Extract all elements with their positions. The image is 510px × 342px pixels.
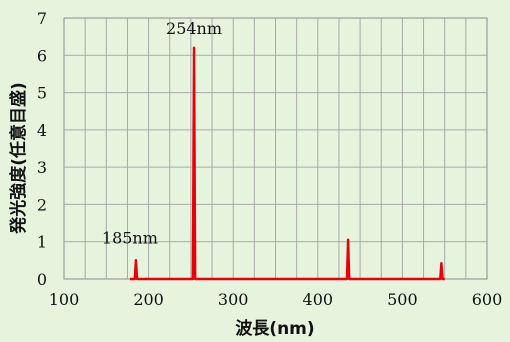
- y-tick-label: 2: [37, 195, 47, 214]
- spectrum-peak: [346, 238, 350, 242]
- spectrum-series: [129, 46, 445, 281]
- y-tick-label: 7: [37, 9, 47, 28]
- y-tick-label: 0: [37, 270, 47, 289]
- spectrum-peak: [440, 262, 443, 265]
- y-axis-title: 発光強度(任意目盛): [8, 82, 29, 235]
- peak-label: 185nm: [102, 228, 158, 247]
- x-tick-label: 500: [387, 290, 418, 309]
- spectrum-line: [129, 46, 445, 281]
- y-tick-label: 1: [37, 233, 47, 252]
- grid-lines: [64, 18, 487, 279]
- x-tick-label: 600: [472, 290, 503, 309]
- y-tick-label: 6: [37, 46, 47, 65]
- peak-label: 254nm: [166, 19, 222, 38]
- annotations: 254nm 185nm: [102, 19, 222, 248]
- y-tick-label: 5: [37, 84, 47, 103]
- x-tick-label: 200: [133, 290, 164, 309]
- spectrum-peak: [192, 46, 196, 50]
- tick-labels: 100 200 300 400 500 600 0 1 2 3 4 5 6 7: [37, 9, 502, 309]
- x-tick-label: 300: [218, 290, 249, 309]
- y-tick-label: 4: [37, 121, 47, 140]
- x-axis-title: 波長(nm): [235, 318, 314, 339]
- y-tick-label: 3: [37, 158, 47, 177]
- x-tick-label: 400: [303, 290, 334, 309]
- spectrum-peak: [134, 259, 138, 262]
- x-tick-label: 100: [49, 290, 80, 309]
